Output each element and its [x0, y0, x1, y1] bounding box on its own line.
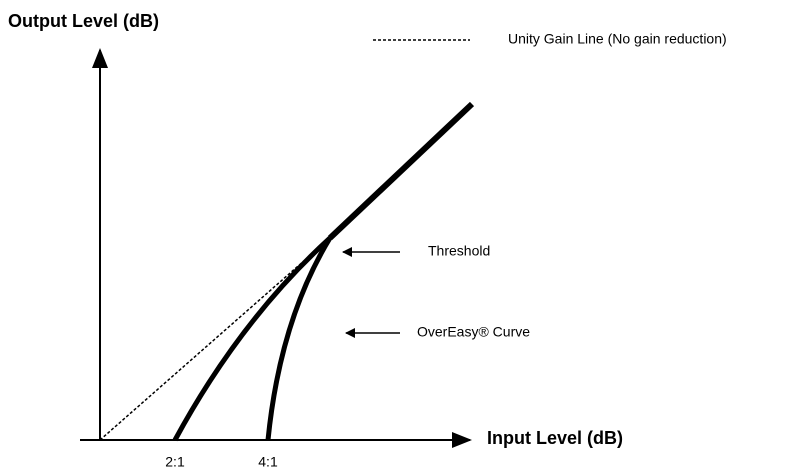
y-axis-title: Output Level (dB) — [8, 11, 159, 31]
curve-label: OverEasy® Curve — [417, 324, 530, 340]
ratio-label: 4:1 — [258, 454, 278, 470]
legend-label: Unity Gain Line (No gain reduction) — [508, 31, 727, 47]
ratio-curve-4-1 — [265, 236, 333, 441]
x-axis-title: Input Level (dB) — [487, 428, 623, 448]
ratio-curve-2-1 — [172, 236, 332, 442]
threshold-label: Threshold — [428, 243, 490, 259]
unity-gain-line — [99, 237, 331, 441]
above-threshold-line — [327, 101, 475, 241]
ratio-label: 2:1 — [165, 454, 185, 470]
